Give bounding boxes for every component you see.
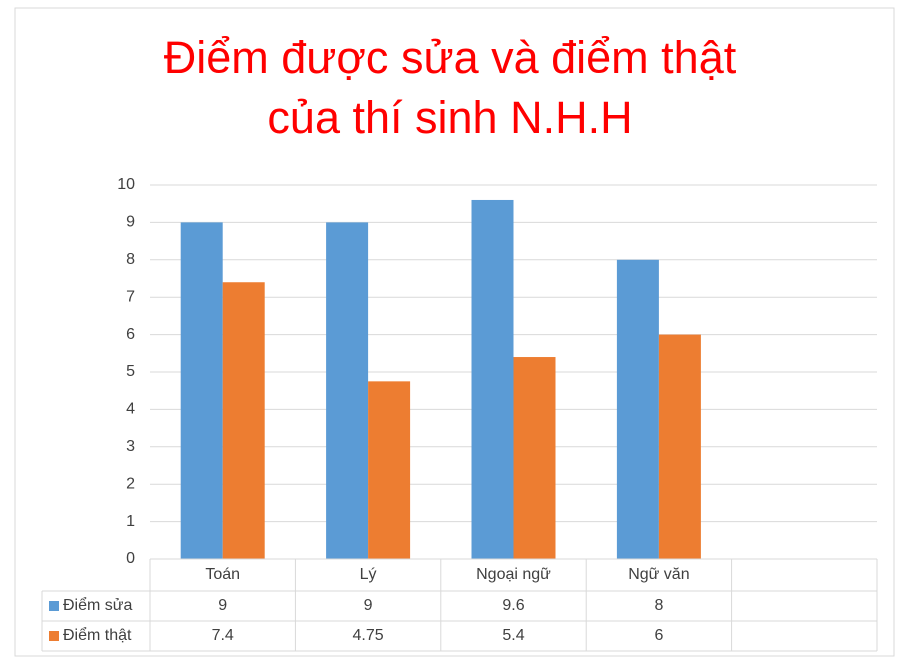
table-value: 8 xyxy=(654,597,663,614)
y-tick-label: 1 xyxy=(126,513,135,530)
legend-swatch xyxy=(49,601,59,611)
x-tick-label: Ngoại ngữ xyxy=(476,566,551,583)
legend-label: Điểm sửa xyxy=(63,596,132,614)
bar xyxy=(616,259,659,559)
y-tick-label: 7 xyxy=(126,288,135,305)
table-value: 7.4 xyxy=(212,627,234,644)
y-tick-label: 0 xyxy=(126,550,135,567)
bar xyxy=(368,381,411,559)
legend-swatch xyxy=(49,631,59,641)
y-tick-label: 6 xyxy=(126,326,135,343)
chart-title: Điểm được sửa và điểm thật của thí sinh … xyxy=(163,32,737,143)
y-tick-label: 9 xyxy=(126,214,135,231)
legend-label: Điểm thật xyxy=(63,626,132,644)
y-tick-label: 8 xyxy=(126,251,135,268)
bar xyxy=(326,222,369,559)
table-value: 5.4 xyxy=(502,627,524,644)
y-tick-label: 4 xyxy=(126,401,135,418)
bar xyxy=(471,199,514,559)
bar xyxy=(180,222,223,559)
x-tick-label: Toán xyxy=(205,566,240,583)
y-tick-label: 10 xyxy=(117,176,135,193)
bar xyxy=(222,282,265,559)
y-tick-label: 2 xyxy=(126,475,135,492)
y-tick-label: 3 xyxy=(126,438,135,455)
table-value: 9 xyxy=(364,597,373,614)
x-tick-label: Lý xyxy=(360,566,377,583)
chart-border xyxy=(14,7,895,657)
table-value: 4.75 xyxy=(353,627,384,644)
table-value: 9 xyxy=(218,597,227,614)
bar xyxy=(658,334,701,559)
table-value: 6 xyxy=(654,627,663,644)
y-tick-label: 5 xyxy=(126,363,135,380)
table-value: 9.6 xyxy=(502,597,524,614)
x-tick-label: Ngữ văn xyxy=(628,566,689,583)
bar xyxy=(513,357,556,559)
